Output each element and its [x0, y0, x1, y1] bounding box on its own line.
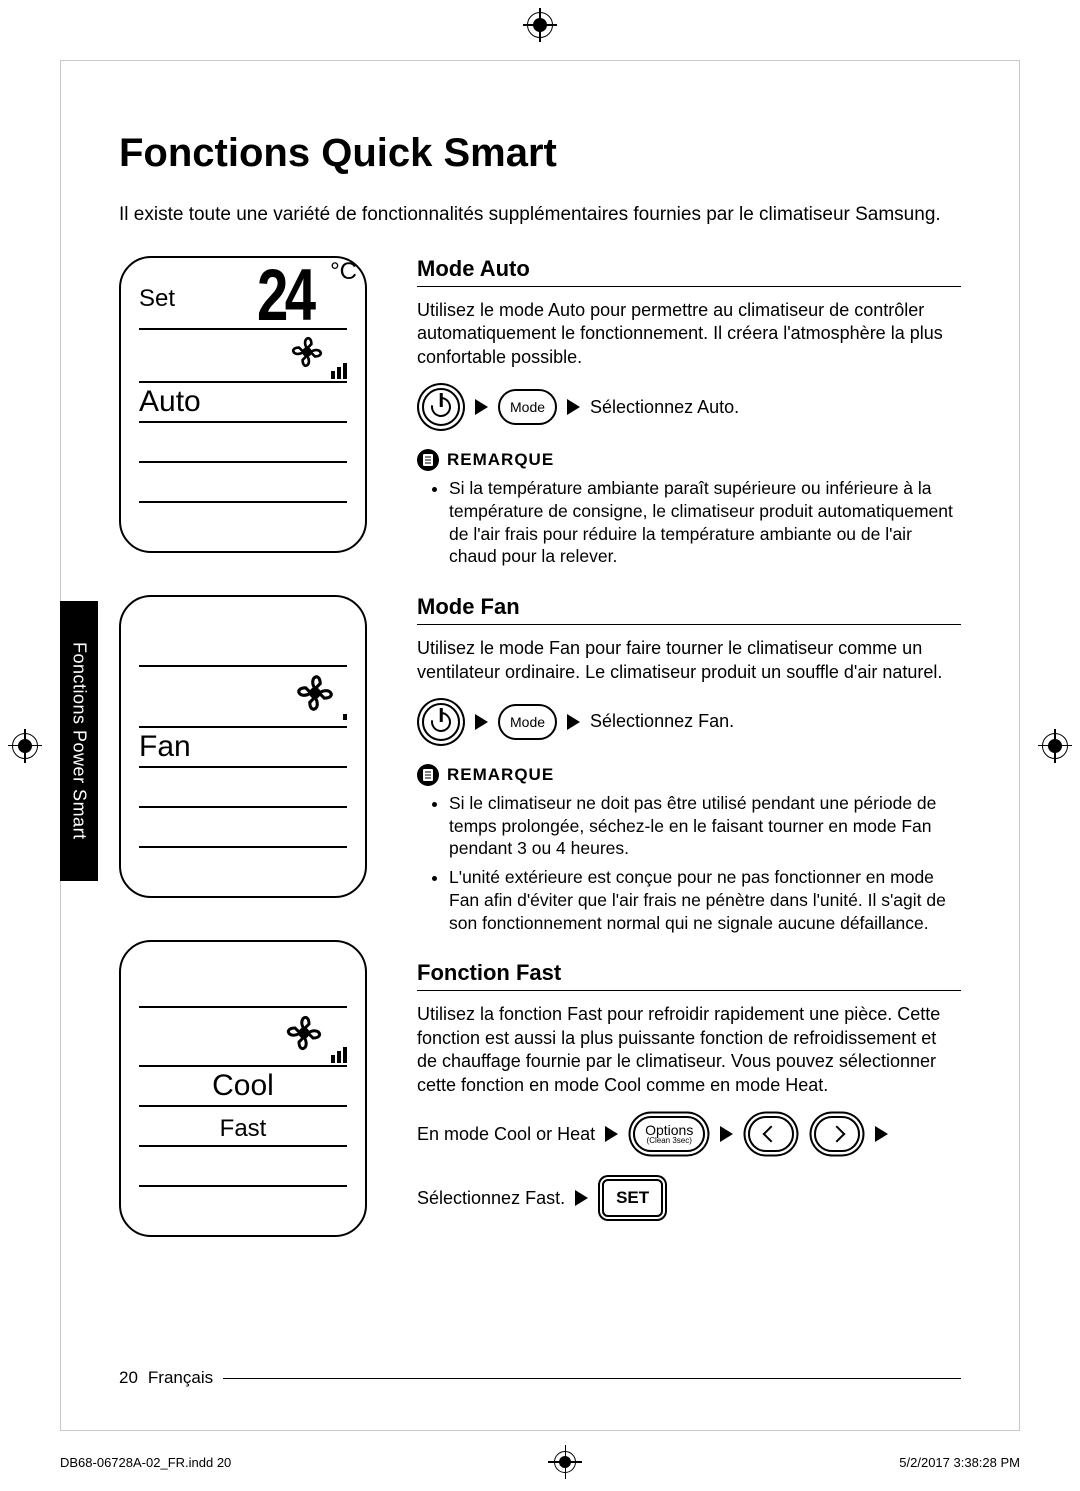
- fan-icon: [279, 1008, 329, 1063]
- section-fonction-fast: Fonction Fast Utilisez la fonction Fast …: [417, 960, 961, 1221]
- section-desc: Utilisez la fonction Fast pour refroidir…: [417, 1003, 961, 1097]
- power-button-icon: [422, 703, 460, 741]
- arrow-icon: [475, 714, 488, 730]
- mode-label: Fan: [139, 730, 191, 764]
- mode-label: Auto: [139, 385, 201, 419]
- step-sequence: Mode Sélectionnez Fan.: [417, 698, 961, 746]
- right-arrow-button-icon: [814, 1116, 860, 1152]
- options-button-icon: Options (Clean 3sec): [633, 1116, 705, 1152]
- sub-mode-label: Fast: [220, 1115, 267, 1143]
- temperature-value: 24: [257, 264, 313, 327]
- options-sublabel: (Clean 3sec): [647, 1137, 692, 1145]
- mode-button-icon: Mode: [498, 704, 557, 740]
- step-text: Sélectionnez Auto.: [590, 397, 739, 418]
- section-heading: Mode Auto: [417, 256, 961, 287]
- power-button-icon: [422, 388, 460, 426]
- section-mode-fan: Mode Fan Utilisez le mode Fan pour faire…: [417, 594, 961, 934]
- footer-rule: [223, 1378, 961, 1379]
- signal-bars-icon: [331, 1047, 347, 1063]
- fan-icon: [289, 667, 341, 724]
- arrow-icon: [720, 1126, 733, 1142]
- registration-mark-right: [1042, 733, 1068, 759]
- export-timestamp: 5/2/2017 3:38:28 PM: [899, 1455, 1020, 1470]
- step-text: En mode Cool or Heat: [417, 1124, 595, 1145]
- meta-footer: DB68-06728A-02_FR.indd 20 5/2/2017 3:38:…: [60, 1451, 1020, 1473]
- fan-icon: [285, 330, 329, 379]
- arrow-icon: [567, 399, 580, 415]
- step-sequence-1: En mode Cool or Heat Options (Clean 3sec…: [417, 1111, 961, 1157]
- note-item: Si la température ambiante paraît supéri…: [449, 477, 961, 568]
- note-icon: [417, 764, 439, 786]
- section-heading: Mode Fan: [417, 594, 961, 625]
- registration-mark-top: [527, 12, 553, 38]
- side-tab: Fonctions Power Smart: [60, 601, 98, 881]
- arrow-icon: [475, 399, 488, 415]
- indd-filename: DB68-06728A-02_FR.indd 20: [60, 1455, 231, 1470]
- page-title: Fonctions Quick Smart: [119, 131, 961, 176]
- arrow-icon: [575, 1190, 588, 1206]
- page-number: 20: [119, 1368, 138, 1388]
- registration-mark-left: [12, 733, 38, 759]
- arrow-icon: [605, 1126, 618, 1142]
- section-desc: Utilisez le mode Auto pour permettre au …: [417, 299, 961, 369]
- section-heading: Fonction Fast: [417, 960, 961, 991]
- step-sequence-2: Sélectionnez Fast. SET: [417, 1175, 961, 1221]
- step-sequence: Mode Sélectionnez Auto.: [417, 383, 961, 431]
- mode-label: Cool: [212, 1069, 274, 1103]
- left-arrow-button-icon: [748, 1116, 794, 1152]
- note-heading: REMARQUE: [417, 764, 961, 786]
- note-list: Si le climatiseur ne doit pas être utili…: [417, 792, 961, 935]
- temperature-unit: °C: [330, 258, 357, 286]
- step-text: Sélectionnez Fan.: [590, 711, 734, 732]
- set-label: Set: [139, 285, 175, 313]
- left-column: Set 24 °C Auto: [119, 256, 379, 1279]
- note-label: REMARQUE: [447, 765, 554, 785]
- page-frame: Fonctions Power Smart Fonctions Quick Sm…: [60, 60, 1020, 1431]
- remote-display-fan: Fan: [119, 595, 367, 898]
- note-item: L'unité extérieure est conçue pour ne pa…: [449, 866, 961, 934]
- intro-text: Il existe toute une variété de fonctionn…: [119, 204, 961, 226]
- options-label: Options: [645, 1123, 693, 1137]
- arrow-icon: [567, 714, 580, 730]
- note-label: REMARQUE: [447, 450, 554, 470]
- page-footer: 20 Français: [119, 1368, 961, 1388]
- signal-bars-icon: [343, 714, 347, 720]
- note-item: Si le climatiseur ne doit pas être utili…: [449, 792, 961, 860]
- remote-display-fast: Cool Fast: [119, 940, 367, 1237]
- note-icon: [417, 449, 439, 471]
- step-text: Sélectionnez Fast.: [417, 1188, 565, 1209]
- remote-display-auto: Set 24 °C Auto: [119, 256, 367, 553]
- section-desc: Utilisez le mode Fan pour faire tourner …: [417, 637, 961, 684]
- arrow-icon: [875, 1126, 888, 1142]
- registration-mark-bottom: [554, 1451, 576, 1473]
- signal-bars-icon: [331, 363, 347, 379]
- page-language: Français: [148, 1368, 213, 1388]
- note-list: Si la température ambiante paraît supéri…: [417, 477, 961, 568]
- note-heading: REMARQUE: [417, 449, 961, 471]
- set-button-icon: SET: [602, 1179, 663, 1217]
- right-column: Mode Auto Utilisez le mode Auto pour per…: [417, 256, 961, 1279]
- mode-button-icon: Mode: [498, 389, 557, 425]
- section-mode-auto: Mode Auto Utilisez le mode Auto pour per…: [417, 256, 961, 568]
